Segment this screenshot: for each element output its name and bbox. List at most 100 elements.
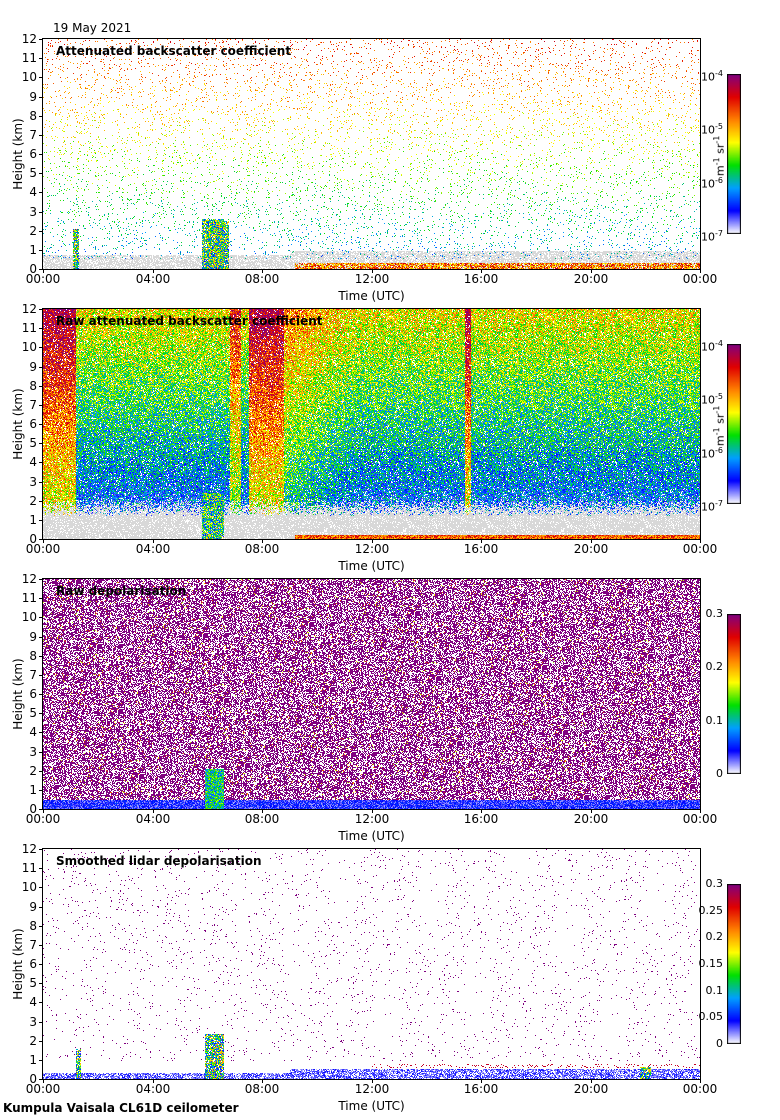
colorbar-tick-exponent: -5 (715, 122, 723, 131)
x-tick-mark (43, 1079, 44, 1083)
x-axis-label: Time (UTC) (338, 829, 405, 843)
x-tick-mark (700, 809, 701, 813)
y-tick-label: 7 (29, 938, 37, 952)
date-label: 19 May 2021 (53, 21, 132, 35)
x-tick-label: 16:00 (463, 812, 499, 826)
y-tick-mark (39, 77, 43, 78)
y-tick-label: 2 (29, 764, 37, 778)
y-tick-label: 1 (29, 243, 37, 257)
x-tick-label: 16:00 (463, 272, 499, 286)
colorbar-2 (727, 344, 741, 504)
y-tick-label: 9 (29, 630, 37, 644)
y-tick-label: 7 (29, 398, 37, 412)
y-tick-label: 6 (29, 147, 37, 161)
heatmap-panel-2 (43, 309, 700, 539)
colorbar-tick-base: 10 (701, 70, 716, 84)
x-tick-mark (262, 1079, 263, 1083)
x-axis-label: Time (UTC) (338, 289, 405, 303)
x-tick-mark (153, 1079, 154, 1083)
x-tick-label: 00:00 (25, 1082, 61, 1096)
colorbar-tick-exponent: -7 (715, 229, 723, 238)
unit-text: m (713, 435, 727, 447)
y-tick-mark (39, 1041, 43, 1042)
colorbar-tick-exponent: -6 (715, 446, 723, 455)
y-tick-mark (39, 1002, 43, 1003)
y-tick-mark (39, 675, 43, 676)
y-tick-label: 7 (29, 668, 37, 682)
y-tick-label: 11 (21, 591, 37, 605)
x-tick-mark (591, 269, 592, 273)
x-tick-label: 12:00 (354, 1082, 390, 1096)
x-tick-label: 16:00 (463, 1082, 499, 1096)
x-tick-label: 08:00 (244, 812, 280, 826)
y-tick-label: 5 (29, 166, 37, 180)
y-tick-mark (39, 887, 43, 888)
colorbar-tick-label: 10-5 (689, 120, 723, 138)
y-tick-label: 10 (21, 610, 37, 624)
y-tick-mark (39, 482, 43, 483)
y-tick-mark (39, 713, 43, 714)
y-tick-mark (39, 173, 43, 174)
x-tick-label: 08:00 (244, 272, 280, 286)
y-tick-mark (39, 347, 43, 348)
y-tick-mark (39, 250, 43, 251)
colorbar-tick-exponent: -4 (715, 339, 723, 348)
y-tick-label: 8 (29, 109, 37, 123)
y-tick-label: 3 (29, 1015, 37, 1029)
y-tick-mark (39, 386, 43, 387)
y-tick-mark (39, 1079, 43, 1080)
colorbar-tick-label: 0.1 (705, 984, 724, 997)
x-tick-label: 20:00 (573, 1082, 609, 1096)
panel-title: Smoothed lidar depolarisation (56, 854, 262, 868)
y-tick-mark (39, 752, 43, 753)
x-tick-mark (591, 809, 592, 813)
y-tick-label: 9 (29, 900, 37, 914)
y-tick-mark (39, 945, 43, 946)
heatmap-panel-3 (43, 579, 700, 809)
x-tick-mark (481, 269, 482, 273)
y-tick-label: 6 (29, 417, 37, 431)
y-tick-label: 1 (29, 1053, 37, 1067)
x-tick-label: 08:00 (244, 542, 280, 556)
y-tick-label: 3 (29, 745, 37, 759)
y-tick-mark (39, 637, 43, 638)
y-tick-mark (39, 231, 43, 232)
y-tick-mark (39, 328, 43, 329)
colorbar-tick-label: 0.2 (705, 660, 724, 673)
y-tick-mark (39, 732, 43, 733)
colorbar-tick-base: 10 (701, 500, 716, 514)
y-tick-mark (39, 694, 43, 695)
y-axis-label: Height (km) (11, 388, 25, 460)
y-tick-label: 7 (29, 128, 37, 142)
y-tick-label: 0 (29, 262, 37, 276)
y-tick-label: 11 (21, 321, 37, 335)
y-tick-mark (39, 309, 43, 310)
x-tick-mark (700, 269, 701, 273)
unit-text: m (713, 165, 727, 177)
colorbar-3 (727, 614, 741, 774)
y-tick-mark (39, 212, 43, 213)
y-tick-label: 11 (21, 861, 37, 875)
y-tick-mark (39, 868, 43, 869)
unit-exponent: -1 (712, 157, 722, 166)
x-tick-label: 12:00 (354, 812, 390, 826)
unit-exponent: -1 (712, 135, 722, 144)
y-tick-label: 12 (21, 842, 37, 856)
plot-frame (42, 308, 701, 540)
y-tick-label: 3 (29, 475, 37, 489)
colorbar-tick-base: 10 (701, 123, 716, 137)
y-tick-mark (39, 443, 43, 444)
colorbar-tick-exponent: -4 (715, 69, 723, 78)
x-tick-label: 00:00 (682, 542, 718, 556)
colorbar-unit-label: m-1 sr-1 (710, 131, 728, 181)
y-tick-label: 12 (21, 572, 37, 586)
colorbar-tick-label: 10-7 (689, 227, 723, 245)
x-axis-label: Time (UTC) (338, 559, 405, 573)
x-tick-mark (481, 539, 482, 543)
y-tick-label: 12 (21, 302, 37, 316)
colorbar-tick-base: 10 (701, 447, 716, 461)
y-tick-label: 8 (29, 919, 37, 933)
y-tick-mark (39, 501, 43, 502)
colorbar-tick-label: 0.1 (705, 714, 724, 727)
x-tick-mark (153, 269, 154, 273)
